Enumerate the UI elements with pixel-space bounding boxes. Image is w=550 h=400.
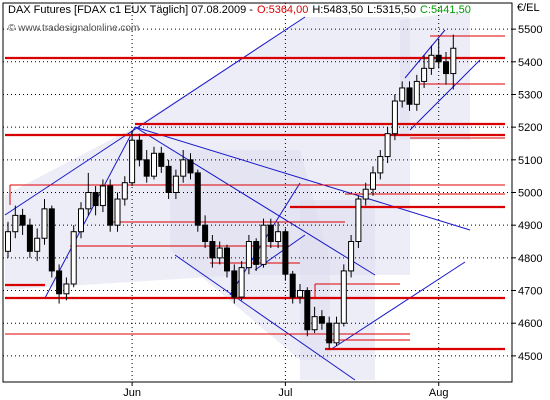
candle-body [238,267,245,298]
candle-body [362,188,369,200]
trend-line [4,16,306,216]
candle-body [172,175,179,193]
x-tick-label: Jul [278,387,292,399]
chart-title: DAX Futures [FDAX c1 EUX Täglich] 07.08.… [8,4,471,16]
level-lines [5,35,505,351]
candle-body [107,185,114,226]
candle-body [275,231,282,243]
candle-body [282,231,289,275]
candle-body [99,185,106,207]
candle-body [326,322,333,344]
candle-body [136,139,143,161]
y-tick-label: 5000 [518,188,542,200]
candle-body [428,54,435,69]
candle-body [63,283,70,295]
axes: 4500 4600 4700 4800 4900 5000 5100 5200 5300 5400… [123,24,542,399]
candle-body [267,224,274,243]
y-tick-label: 5500 [518,24,542,36]
candle-body [121,182,128,200]
trend-line [404,29,446,79]
title-ohlc: H:5483,50 [312,4,363,16]
candle-body [143,159,150,177]
candle-body [391,100,398,135]
candle-body [202,224,209,243]
candle-body [187,159,194,174]
candle-body [26,224,33,252]
candle-body [48,208,55,272]
candle-body [289,273,296,298]
title-text: DAX Futures [FDAX c1 EUX Täglich] 07.08.… [8,4,253,16]
y-tick-label: 5100 [518,155,542,167]
y-axis-label: €/EL [517,2,540,14]
title-ohlc: L:5315,50 [367,4,416,16]
watermark: © www.tradesignalonline.com [8,23,139,34]
y-tick-label: 4700 [518,286,542,298]
candle-body [435,54,442,63]
candle-body [114,198,121,226]
candle-body [216,247,223,259]
x-tick-label: Aug [429,387,449,399]
candle-body [340,270,347,324]
candle-body [260,224,267,265]
candle-body [129,139,136,184]
candle-body [413,80,420,105]
candle-body [348,241,355,272]
candle-body [355,198,362,243]
candle-body [443,61,449,75]
y-tick-label: 4500 [518,351,542,363]
candle-body [70,231,77,285]
candle-body [450,47,457,75]
candle-body [224,247,230,272]
candle-body [245,241,252,269]
candle-body [209,241,216,259]
candle-body [34,237,41,252]
trend-line [134,126,471,231]
candle-body [231,270,238,298]
trend-line [134,126,376,276]
candle-body [297,290,303,298]
y-tick-label: 5400 [518,57,542,69]
trend-line [174,254,356,381]
candle-body [165,165,172,194]
candle-body [158,152,165,167]
candle-body [5,231,11,252]
trend-line [409,59,481,131]
title-ohlc: C:5441,50 [420,4,471,16]
candle-body [194,172,201,226]
x-tick-label: Jun [123,387,141,399]
candle-body [311,316,318,331]
candle-body [85,192,92,210]
y-tick-label: 5300 [518,89,542,101]
candle-body [12,214,19,233]
shade-channel [300,200,375,380]
candle-body [370,172,376,190]
y-tick-label: 4600 [518,318,542,330]
candle-body [406,87,413,105]
candle-body [318,316,325,324]
candle-body [151,152,157,177]
title-ohlc: O:5364,00 [257,4,308,16]
candle-body [333,322,340,344]
candle-body [180,159,187,177]
candle-body [304,290,311,331]
y-tick-label: 5200 [518,122,542,134]
candle-body [19,214,26,226]
candle-body [377,156,384,174]
candle-body [56,270,63,295]
candle-body [92,192,99,207]
candle-body [384,133,391,158]
candle-body [41,208,48,239]
y-tick-label: 4800 [518,253,542,265]
candle-body [399,87,406,102]
trend-line [329,261,466,351]
shade-channel [400,10,470,140]
trend-line [44,126,136,299]
candle-body [78,208,84,233]
candles [5,34,457,350]
candle-body [421,67,428,82]
candle-body [253,241,260,265]
y-tick-label: 4900 [518,220,542,232]
